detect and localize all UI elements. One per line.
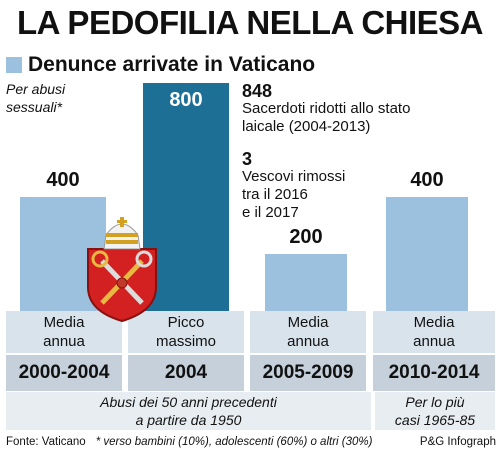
chart-title: LA PEDOFILIA NELLA CHIESA xyxy=(17,4,484,41)
annotation-line: laicale (2004-2013) xyxy=(242,118,371,135)
category-label-2005-2009: 2005-2009 xyxy=(250,355,366,391)
legend-swatch xyxy=(6,57,22,73)
bar-sublabel-line: massimo xyxy=(155,333,216,350)
footnote-text: * verso bambini (10%), adolescenti (60%)… xyxy=(95,436,373,448)
bar-sublabel-line: Media xyxy=(43,314,85,331)
bar-2004 xyxy=(143,83,229,311)
legend: Denunce arrivate in Vaticano xyxy=(6,52,315,78)
annotation-line: tra il 2016 xyxy=(242,186,308,203)
annotation-1: 848 Sacerdoti ridotti allo stato laicale (… xyxy=(242,82,410,136)
value-label-2010-2014: 400 xyxy=(410,169,444,191)
note-line-2: sessuali* xyxy=(6,99,63,115)
annotation-line: Vescovi rimossi xyxy=(242,168,346,185)
value-label-2000-2004: 400 xyxy=(46,169,80,191)
bar-sublabel-line: Media xyxy=(287,314,329,331)
credit-text: P&G Infograph xyxy=(419,436,496,448)
category-label-2004: 2004 xyxy=(128,355,244,391)
bottom-note-left-line-2: a partire da 1950 xyxy=(135,412,242,428)
bar-2010-2014 xyxy=(386,197,468,311)
bar-sublabel-2004: Picco massimo xyxy=(128,311,244,353)
bar-sublabel-line: Media xyxy=(413,314,455,331)
bar-sublabel-line: annua xyxy=(287,333,329,350)
bar-sublabel-line: annua xyxy=(413,333,455,350)
papal-emblem-icon xyxy=(87,217,157,323)
annotation-line: e il 2017 xyxy=(242,204,299,221)
annotation-2: 3 Vescovi rimossi tra il 2016 e il 2017 xyxy=(242,150,345,222)
bottom-note-right: Per lo più casi 1965-85 xyxy=(375,392,495,430)
source-text: Fonte: Vaticano xyxy=(6,436,86,448)
bar-sublabel-2005-2009: Media annua xyxy=(250,311,366,353)
legend-label: Denunce arrivate in Vaticano xyxy=(28,53,316,76)
annotation-value: 3 xyxy=(242,149,253,169)
bar-sublabel-line: Picco xyxy=(167,314,205,331)
bar-sublabel-2010-2014: Media annua xyxy=(373,311,495,353)
category-label-2010-2014: 2010-2014 xyxy=(373,355,495,391)
bottom-note-right-line-1: Per lo più xyxy=(405,394,465,410)
bar-sublabel-line: annua xyxy=(43,333,85,350)
value-label-2005-2009: 200 xyxy=(289,226,323,248)
value-label-2004: 800 xyxy=(169,89,203,111)
annotation-line: Sacerdoti ridotti allo stato xyxy=(242,100,411,117)
bottom-note-left-line-1: Abusi dei 50 anni precedenti xyxy=(100,394,277,410)
annotation-value: 848 xyxy=(242,81,273,101)
bar-2005-2009 xyxy=(265,254,347,311)
category-label-2000-2004: 2000-2004 xyxy=(6,355,122,391)
bottom-note-left: Abusi dei 50 anni precedenti a partire d… xyxy=(6,392,371,430)
bar-sublabel-2000-2004: Media annua xyxy=(6,311,122,353)
note-line-1: Per abusi xyxy=(6,81,66,97)
note-text: Per abusi sessuali* xyxy=(6,80,106,116)
bottom-note-right-line-2: casi 1965-85 xyxy=(394,412,476,428)
footer: Fonte: Vaticano * verso bambini (10%), a… xyxy=(6,436,496,448)
